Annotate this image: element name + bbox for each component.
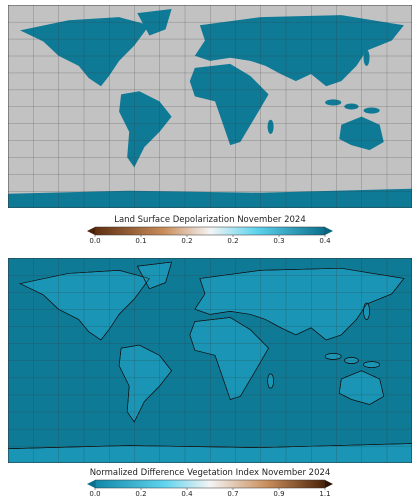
- colorbar-tick-label: 0.7: [227, 490, 238, 498]
- colorbar-tick-label: 0.4: [181, 490, 193, 498]
- colorbar: [87, 479, 333, 489]
- depolarization-map: [8, 5, 412, 208]
- colorbar-tick-label: 0.2: [227, 237, 238, 245]
- ndvi-map: [8, 258, 412, 463]
- colorbar-tick-label: 0.2: [135, 490, 146, 498]
- colorbar-tick-label: 0.1: [135, 237, 146, 245]
- colorbar-title: Normalized Difference Vegetation Index N…: [90, 468, 331, 478]
- colorbar-tick-label: 0.0: [89, 490, 100, 498]
- colorbar: [87, 226, 333, 236]
- colorbar-ticks: 0.0 0.2 0.4 0.7 0.9 1.1: [89, 488, 331, 498]
- colorbar-tick-label: 1.1: [319, 490, 330, 498]
- colorbar-title: Land Surface Depolarization November 202…: [114, 215, 306, 225]
- colorbar-tick-label: 0.4: [319, 237, 331, 245]
- colorbar-ticks: 0.0 0.1 0.2 0.2 0.3 0.4: [89, 235, 331, 245]
- colorbar-tick-label: 0.3: [273, 237, 284, 245]
- colorbar-tick-label: 0.0: [89, 237, 100, 245]
- colorbar-tick-label: 0.2: [181, 237, 192, 245]
- colorbar-tick-label: 0.9: [273, 490, 284, 498]
